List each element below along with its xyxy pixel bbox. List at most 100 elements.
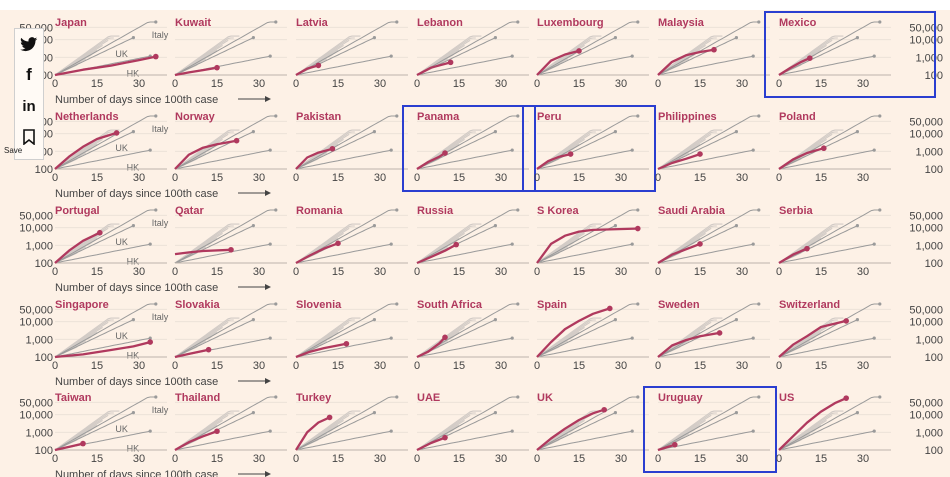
reference-endpoint [268,242,272,246]
reference-endpoint [395,395,399,399]
background-country-line [416,35,482,76]
reference-endpoint [751,429,755,433]
country-series-line [778,147,825,170]
country-series-endpoint [576,48,582,54]
country-series-line [295,416,331,451]
panel-slovenia: 0 15 30 Slovenia [293,299,408,372]
x-tick-label: 30 [133,78,145,90]
facebook-share-button[interactable]: f [15,60,43,90]
reference-endpoint [274,20,278,24]
reference-endpoint [274,114,278,118]
reference-endpoint [510,429,514,433]
background-country-line [657,129,723,170]
reference-line-hk [295,55,392,76]
country-series-endpoint [447,59,454,66]
reference-line-hk [657,337,754,358]
panel-latvia: 0 15 30 Latvia [293,17,408,90]
reference-label-hk: HK [127,444,140,454]
country-series-endpoint [228,246,234,253]
twitter-share-button[interactable] [15,29,43,59]
x-tick-label: 15 [453,172,465,184]
reference-endpoint [734,36,739,40]
background-country-line [174,35,240,76]
reference-line-italy [295,21,397,76]
reference-endpoint [154,20,158,24]
x-tick-label: 30 [736,453,748,465]
x-tick-label: 30 [253,360,265,372]
reference-label-italy: Italy [152,30,169,40]
x-tick-label: 30 [133,453,145,465]
reference-line-italy [778,303,880,358]
reference-endpoint [268,429,272,433]
x-axis-caption: Number of days since 100th case [55,469,218,477]
x-tick-label: 15 [91,266,103,278]
x-tick-label: 0 [52,172,58,184]
y-tick-label: 100 [35,352,53,364]
reference-label-hk: HK [127,257,140,267]
country-series-endpoint [601,406,607,413]
x-tick-label: 0 [293,172,299,184]
reference-line-hk [778,243,875,264]
reference-endpoint [493,36,497,40]
country-series-line [295,242,339,265]
reference-endpoint [510,54,514,58]
reference-line-hk [536,55,633,76]
country-label: South Africa [417,299,483,311]
reference-line-uk [536,319,616,358]
panel-saudi-arabia: 0 15 30 Saudi Arabia [655,205,770,278]
reference-endpoint [636,20,640,24]
country-series-endpoint [80,440,86,447]
country-series-endpoint [453,241,460,248]
y-tick-label: 10,000 [19,410,53,422]
country-label: Netherlands [55,111,119,123]
x-tick-label: 30 [615,78,627,90]
reference-line-uk [174,319,254,358]
background-country-line [416,410,482,451]
x-tick-label: 0 [534,78,540,90]
reference-endpoint [372,224,376,228]
reference-line-italy [416,21,518,76]
reference-line-uk [657,319,737,358]
panel-romania: 0 15 30 Romania [293,205,408,278]
x-tick-label: 30 [495,172,507,184]
y-tick-label: 1,000 [915,240,943,252]
reference-line-hk [295,243,392,264]
panel-uruguay: 0 15 30 Uruguay [643,386,777,473]
y-tick-label: 50,000 [19,210,53,222]
country-series-line [536,152,571,170]
background-country-line [295,129,361,170]
save-button[interactable] [15,122,43,152]
reference-line-hk [295,430,392,451]
reference-endpoint [395,208,399,212]
reference-endpoint [630,54,634,58]
country-series-endpoint [567,151,574,157]
x-tick-label: 15 [91,172,103,184]
country-series-line [536,49,580,76]
reference-line-uk [657,412,737,451]
reference-endpoint [613,318,618,322]
reference-line-italy [778,115,880,170]
x-tick-label: 15 [332,453,344,465]
reference-endpoint [878,114,882,118]
x-tick-label: 15 [332,172,344,184]
linkedin-share-button[interactable]: in [15,91,43,121]
facebook-icon: f [26,65,32,84]
reference-line-uk [416,131,496,170]
x-tick-label: 0 [414,360,420,372]
reference-endpoint [636,395,640,399]
reference-endpoint [510,148,514,152]
reference-line-hk [54,243,151,264]
country-series-endpoint [233,137,240,144]
country-label: Slovakia [175,299,221,311]
reference-label-uk: UK [115,49,128,59]
x-tick-label: 15 [815,360,827,372]
x-tick-label: 0 [172,453,178,465]
country-series-endpoint [442,434,448,441]
panel-pakistan: 0 15 30 Pakistan [293,111,408,184]
y-tick-label: 100 [925,352,943,364]
country-label: Kuwait [175,17,211,29]
country-label: Peru [537,111,561,123]
